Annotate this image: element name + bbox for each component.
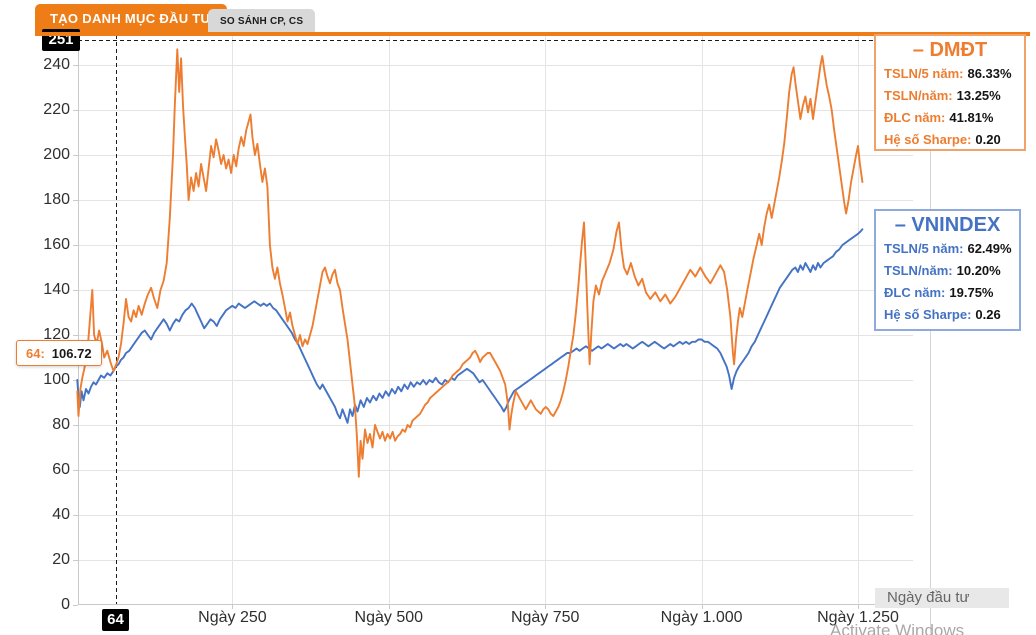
- y-tick-label: 20: [52, 551, 70, 568]
- legend-dmdt-stat-row: ĐLC năm: 41.81%: [884, 110, 994, 125]
- legend-dmdt[interactable]: – DMĐT TSLN/5 năm: 86.33% TSLN/năm: 13.25%…: [874, 34, 1026, 151]
- x-tick-label: Ngày 500: [354, 609, 424, 626]
- y-tick-label: 180: [43, 191, 70, 208]
- crosshair-tooltip: 64: 106.72: [16, 340, 102, 366]
- legend-vnindex-stat-row: Hệ số Sharpe: 0.26: [884, 307, 1001, 322]
- x-axis-title-box: Ngày đầu tư: [875, 588, 1009, 608]
- x-tick-label: Ngày 1.000: [660, 609, 743, 626]
- tooltip-value: 106.72: [51, 345, 92, 361]
- legend-vnindex[interactable]: – VNINDEX TSLN/5 năm: 62.49% TSLN/năm: 10.…: [874, 209, 1021, 331]
- y-tick-label: 220: [43, 101, 70, 118]
- y-tick-label: 160: [43, 236, 70, 253]
- y-tick-label: 60: [52, 461, 70, 478]
- series-dmđt: [76, 48, 864, 478]
- y-tick-label: 140: [43, 281, 70, 298]
- x-tick-label: Ngày 1.250: [817, 609, 899, 626]
- crosshair-x-badge: 64: [102, 609, 129, 631]
- y-tick-label: 100: [43, 371, 70, 388]
- series-vnindex: [76, 228, 864, 424]
- legend-vnindex-stat-row: ĐLC năm: 19.75%: [884, 285, 994, 300]
- x-tick-label: Ngày 750: [510, 609, 580, 626]
- tooltip-day-label: 64:: [26, 345, 45, 361]
- x-tick-label: Ngày 250: [198, 609, 267, 626]
- legend-dmdt-title: – DMĐT: [912, 39, 988, 61]
- tabbar-underline: [35, 32, 1030, 36]
- y-tick-label: 0: [61, 596, 70, 613]
- y-tick-label: 240: [43, 56, 70, 73]
- y-tick-label: 80: [52, 416, 70, 433]
- y-tick-label: 200: [43, 146, 70, 163]
- legend-dmdt-stat-row: TSLN/năm: 13.25%: [884, 88, 1001, 103]
- tab-compare-stocks[interactable]: SO SÁNH CP, CS: [208, 9, 316, 33]
- activate-windows-watermark: Activate Windows: [830, 621, 965, 635]
- tab-create-portfolio[interactable]: TẠO DANH MỤC ĐẦU TƯ: [35, 4, 227, 33]
- legend-dmdt-stat-row: Hệ số Sharpe: 0.20: [884, 132, 1001, 147]
- legend-dmdt-stat-row: TSLN/5 năm: 86.33%: [884, 66, 1012, 81]
- legend-vnindex-stat-row: TSLN/năm: 10.20%: [884, 263, 1001, 278]
- legend-vnindex-stat-row: TSLN/5 năm: 62.49%: [884, 241, 1012, 256]
- y-tick-label: 120: [43, 326, 70, 343]
- legend-vnindex-title: – VNINDEX: [894, 214, 1001, 236]
- y-tick-label: 40: [52, 506, 70, 523]
